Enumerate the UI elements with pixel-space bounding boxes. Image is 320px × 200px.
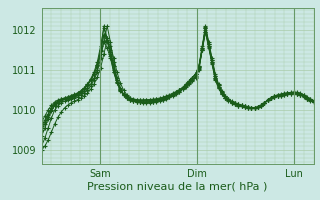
X-axis label: Pression niveau de la mer( hPa ): Pression niveau de la mer( hPa ) (87, 182, 268, 192)
